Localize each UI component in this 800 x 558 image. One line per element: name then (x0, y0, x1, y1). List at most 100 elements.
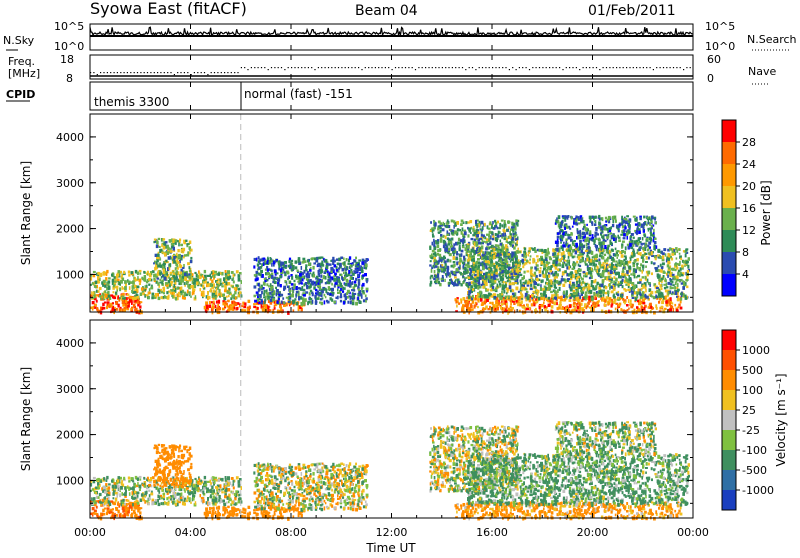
power-cell (668, 262, 670, 265)
power-cell (548, 251, 550, 254)
power-cell (510, 271, 513, 273)
power-cell (491, 260, 493, 263)
power-cell (642, 254, 645, 257)
nave-point (164, 72, 165, 73)
power-cell (482, 275, 484, 279)
power-cell (486, 299, 489, 302)
power-cell (274, 307, 276, 310)
power-cell (556, 261, 558, 264)
power-cell (253, 303, 256, 305)
power-cell (175, 267, 177, 270)
power-cell (112, 302, 114, 304)
power-cell (244, 302, 246, 305)
power-cell (625, 261, 628, 265)
nave-point (371, 67, 372, 68)
power-cell (311, 274, 313, 277)
power-cell (350, 296, 352, 300)
noise-left-tick-bottom: 10^0 (54, 40, 84, 53)
power-cell (259, 298, 261, 301)
nave-point (690, 67, 691, 68)
power-cell (186, 294, 188, 297)
power-cell (460, 239, 463, 242)
power-cell (313, 272, 315, 275)
power-cell (451, 245, 453, 248)
power-cell (365, 295, 367, 298)
power-cell (139, 305, 141, 308)
power-cell (103, 307, 106, 310)
power-cell (190, 285, 193, 288)
nave-point (348, 67, 349, 68)
power-cell (477, 306, 479, 308)
power-cell (93, 271, 96, 273)
nave-point (519, 67, 520, 68)
power-cell (588, 298, 590, 300)
power-cell (325, 270, 327, 272)
power-cell (227, 300, 229, 302)
power-cell (258, 302, 260, 304)
power-cell (236, 307, 238, 310)
power-cell (462, 246, 464, 248)
power-cell (575, 287, 578, 289)
power-cell (673, 278, 676, 281)
power-cell (601, 252, 604, 255)
power-cell (293, 309, 295, 311)
power-cell (199, 272, 201, 276)
power-cell (490, 246, 492, 248)
power-cell (328, 279, 330, 281)
power-cell (468, 282, 471, 286)
nave-point (392, 69, 393, 70)
nave-point (539, 67, 540, 68)
power-cell (576, 277, 578, 281)
power-cell (578, 284, 581, 287)
nave-point (512, 67, 513, 68)
nave-point (345, 67, 346, 68)
nave-point (147, 72, 148, 73)
power-cell (444, 279, 446, 282)
power-cell (159, 272, 162, 275)
power-cell (571, 253, 573, 257)
power-cell (293, 304, 295, 306)
power-cell (489, 231, 492, 234)
power-cell (594, 255, 596, 258)
power-cell (501, 224, 503, 227)
power-cell (501, 293, 503, 295)
power-cell (674, 266, 676, 268)
power-cell (500, 240, 502, 243)
power-cell (467, 305, 469, 307)
power-cell (596, 248, 598, 251)
power-cell (465, 221, 467, 224)
power-cell (224, 301, 227, 304)
power-cell (497, 227, 499, 230)
power-cell (665, 300, 668, 304)
power-cell (462, 273, 464, 275)
power-cell (99, 295, 101, 298)
power-cell (108, 288, 110, 290)
nave-point (174, 74, 175, 75)
power-cell (173, 275, 176, 279)
power-cell (657, 249, 660, 253)
power-cell (599, 290, 602, 294)
power-cell (585, 291, 588, 293)
power-cell (614, 253, 616, 256)
nave-point (609, 67, 610, 68)
power-cell (331, 288, 334, 292)
power-cell (118, 295, 120, 299)
power-cell (336, 258, 338, 261)
power-cell (352, 273, 355, 276)
power-cell (326, 300, 328, 302)
power-cell (211, 271, 213, 274)
power-cell (449, 282, 451, 285)
power-cell (230, 307, 232, 311)
power-cell (491, 274, 493, 276)
nave-point (234, 72, 235, 73)
power-cell (662, 252, 665, 255)
power-cell (362, 283, 365, 287)
power-cell (531, 294, 534, 297)
power-cell (355, 278, 357, 281)
power-cell (253, 265, 255, 268)
power-cell (295, 275, 298, 278)
power-cell (642, 260, 644, 263)
power-cell (443, 268, 446, 272)
power-cell (309, 292, 311, 295)
power-cell (501, 303, 503, 306)
